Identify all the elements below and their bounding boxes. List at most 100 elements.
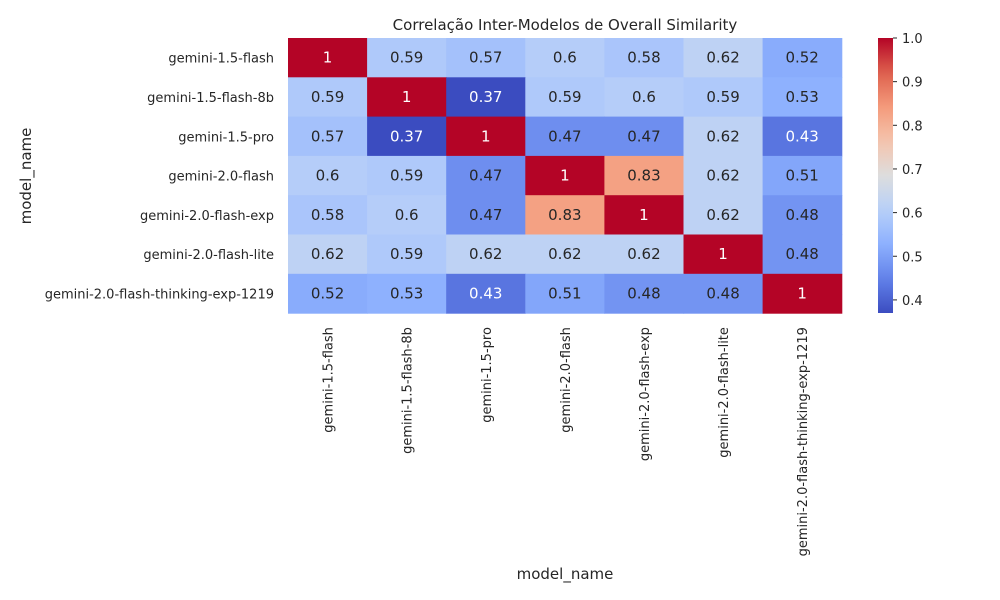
heatmap-cell xyxy=(367,234,447,275)
cell-annotation: 0.58 xyxy=(311,206,344,224)
cell-annotation: 0.59 xyxy=(390,245,423,263)
cell-annotation: 1 xyxy=(560,167,570,185)
heatmap-cell xyxy=(367,116,447,157)
heatmap-cell xyxy=(525,273,605,314)
heatmap-cell xyxy=(683,273,764,314)
heatmap-cell xyxy=(525,116,605,157)
cell-annotation: 0.62 xyxy=(706,206,739,224)
cell-annotation: 0.51 xyxy=(548,284,581,302)
cell-annotation: 0.48 xyxy=(627,284,660,302)
cell-annotation: 0.52 xyxy=(785,49,818,67)
heatmap-cell xyxy=(288,116,368,157)
x-tick-label: gemini-2.0-flash xyxy=(559,327,574,433)
heatmap-cell xyxy=(446,116,526,157)
heatmap-cell xyxy=(604,195,685,236)
colorbar: 0.4 0.5 0.6 0.7 0.8 0.9 1.0 xyxy=(878,32,923,313)
x-tick-label: gemini-2.0-flash-lite xyxy=(717,327,732,458)
cell-annotation: 0.62 xyxy=(548,245,581,263)
cell-annotation: 0.62 xyxy=(706,49,739,67)
heatmap-cell xyxy=(367,273,447,314)
colorbar-tick-label: 0.8 xyxy=(902,119,923,134)
heatmap-cell xyxy=(683,155,764,196)
cell-annotation: 1 xyxy=(639,206,649,224)
cell-annotation: 0.48 xyxy=(785,245,818,263)
heatmap-cell xyxy=(683,116,764,157)
colorbar-ticks: 0.4 0.5 0.6 0.7 0.8 0.9 1.0 xyxy=(893,32,923,309)
cell-annotation: 0.51 xyxy=(785,167,818,185)
cell-annotation: 0.62 xyxy=(706,167,739,185)
heatmap-cell xyxy=(288,234,368,275)
cell-annotation: 0.47 xyxy=(469,167,502,185)
heatmap-cell xyxy=(288,77,368,118)
cell-annotation: 0.37 xyxy=(469,88,502,106)
y-tick-label: gemini-1.5-flash xyxy=(168,52,274,67)
cell-annotation: 0.47 xyxy=(469,206,502,224)
heatmap-cell xyxy=(446,38,526,78)
heatmap-cell xyxy=(367,77,447,118)
heatmap-cell xyxy=(683,77,764,118)
cell-annotation: 1 xyxy=(402,88,412,106)
y-tick-label: gemini-2.0-flash xyxy=(168,170,274,185)
heatmap-cell xyxy=(762,195,843,236)
cell-annotation: 1 xyxy=(718,245,728,263)
heatmap-cell xyxy=(525,155,605,196)
cell-annotation: 0.47 xyxy=(627,127,660,145)
heatmap-cell xyxy=(762,273,843,314)
heatmap-cell xyxy=(446,77,526,118)
heatmap-cell xyxy=(604,155,685,196)
cell-annotation: 0.62 xyxy=(469,245,502,263)
heatmap-cell xyxy=(288,38,368,78)
cell-annotation: 0.6 xyxy=(553,49,577,67)
colorbar-tick-label: 0.4 xyxy=(902,294,923,309)
heatmap-cell xyxy=(446,273,526,314)
cell-annotation: 0.62 xyxy=(627,245,660,263)
cell-annotation: 0.52 xyxy=(311,284,344,302)
heatmap-cell xyxy=(604,77,685,118)
colorbar-tick-label: 0.7 xyxy=(902,163,923,178)
y-tick-labels: gemini-1.5-flash gemini-1.5-flash-8b gemin… xyxy=(45,52,274,303)
heatmap-cell xyxy=(367,155,447,196)
x-tick-label: gemini-1.5-pro xyxy=(480,327,495,423)
cell-annotation: 0.6 xyxy=(395,206,419,224)
heatmap-cell xyxy=(762,38,843,78)
cell-annotation: 0.59 xyxy=(706,88,739,106)
cell-annotation: 0.59 xyxy=(390,49,423,67)
heatmap-cell xyxy=(288,155,368,196)
cell-annotation: 0.6 xyxy=(632,88,656,106)
x-tick-label: gemini-1.5-flash xyxy=(322,327,337,433)
cell-annotation: 0.48 xyxy=(706,284,739,302)
heatmap-cell xyxy=(446,195,526,236)
cell-annotation: 0.47 xyxy=(548,127,581,145)
heatmap-cell xyxy=(367,195,447,236)
cell-annotation: 0.57 xyxy=(311,127,344,145)
heatmap-cell xyxy=(288,273,368,314)
y-axis-label: model_name xyxy=(17,128,36,225)
heatmap-cell xyxy=(683,234,764,275)
heatmap-cell xyxy=(525,77,605,118)
cell-annotation: 1 xyxy=(797,284,807,302)
y-tick-label: gemini-1.5-flash-8b xyxy=(147,91,274,106)
y-tick-label: gemini-1.5-pro xyxy=(178,130,274,145)
colorbar-gradient xyxy=(878,38,893,313)
cell-annotation: 0.43 xyxy=(469,284,502,302)
cell-annotation: 0.53 xyxy=(785,88,818,106)
heatmap-cell xyxy=(604,234,685,275)
chart-title: Correlação Inter-Modelos de Overall Simi… xyxy=(393,16,738,34)
heatmap-cell xyxy=(683,38,764,78)
heatmap-cell xyxy=(525,38,605,78)
cell-annotation: 0.59 xyxy=(548,88,581,106)
cell-annotation: 0.62 xyxy=(706,127,739,145)
heatmap-cell xyxy=(762,155,843,196)
heatmap-cell xyxy=(446,234,526,275)
heatmap-cell xyxy=(604,38,685,78)
cell-annotation: 1 xyxy=(481,127,491,145)
cell-annotation: 0.58 xyxy=(627,49,660,67)
cell-annotation: 0.43 xyxy=(785,127,818,145)
y-tick-label: gemini-2.0-flash-thinking-exp-1219 xyxy=(45,287,274,302)
heatmap-cell xyxy=(604,116,685,157)
x-tick-labels: gemini-1.5-flash gemini-1.5-flash-8b gemin… xyxy=(322,327,812,556)
cell-annotation: 0.48 xyxy=(785,206,818,224)
y-tick-label: gemini-2.0-flash-lite xyxy=(143,248,274,263)
colorbar-tick-label: 0.5 xyxy=(902,250,923,265)
